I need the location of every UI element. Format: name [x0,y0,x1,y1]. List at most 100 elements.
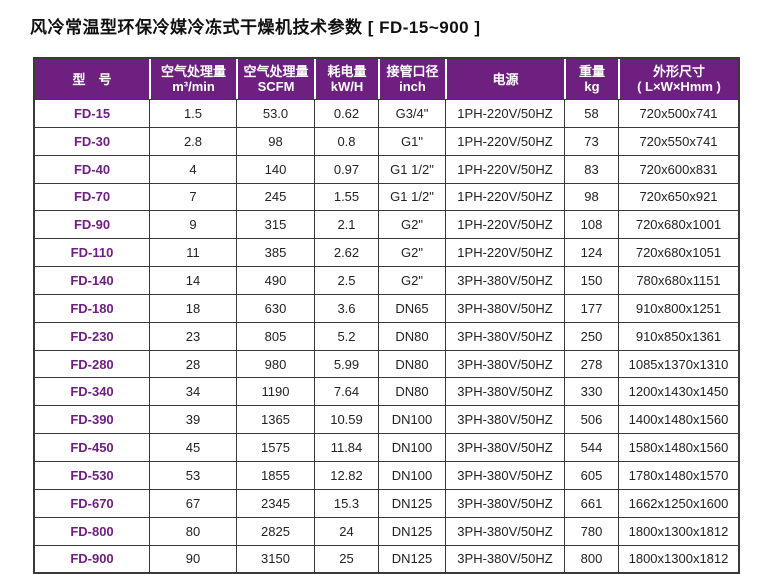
cell-supply: 3PH-380V/50HZ [445,322,564,350]
cell-airflow-m3: 80 [149,517,236,545]
cell-pipe: DN125 [378,545,445,573]
column-header-label: 外形尺寸 [652,64,705,79]
cell-model: FD-15 [73,105,111,121]
table-row: FD-230 23 805 5.2 DN80 3PH-380V/50HZ 250… [35,321,738,350]
cell-weight: 544 [564,434,618,461]
cell-pipe: DN125 [378,517,445,545]
table-row: FD-180 18 630 3.6 DN65 3PH-380V/50HZ 177… [35,293,738,322]
cell-supply: 1PH-220V/50HZ [445,155,564,183]
cell-dimensions: 1780x1480x1570 [618,461,738,489]
cell-airflow-scfm: 53.0 [236,100,314,127]
cell-dimensions: 720x500x741 [618,100,738,127]
cell-supply: 1PH-220V/50HZ [445,100,564,127]
cell-power: 7.64 [314,378,378,406]
cell-pipe: G1" [378,127,445,155]
cell-power: 24 [314,517,378,545]
cell-power: 25 [314,545,378,573]
cell-model: FD-90 [73,217,111,233]
cell-weight: 58 [564,100,618,127]
cell-model: FD-800 [70,523,114,539]
cell-airflow-m3: 23 [149,322,236,350]
cell-airflow-m3: 2.8 [149,127,236,155]
cell-supply: 1PH-220V/50HZ [445,239,564,267]
table-row: FD-280 28 980 5.99 DN80 3PH-380V/50HZ 27… [35,349,738,378]
spec-table: 型 号 空气处理量 m³/min 空气处理量 SCFM 耗电量 kW/H 接管口… [33,57,740,574]
cell-weight: 177 [564,294,618,322]
cell-airflow-scfm: 245 [236,183,314,211]
column-header-power: 耗电量 kW/H [314,59,378,99]
cell-weight: 800 [564,545,618,573]
cell-power: 5.2 [314,322,378,350]
cell-pipe: DN100 [378,461,445,489]
cell-model: FD-670 [70,495,114,511]
cell-pipe: G1 1/2" [378,183,445,211]
cell-pipe: G1 1/2" [378,155,445,183]
column-header-label: 接管口径 [386,64,439,79]
cell-pipe: G2" [378,211,445,239]
cell-pipe: DN125 [378,489,445,517]
cell-weight: 605 [564,461,618,489]
cell-power: 2.5 [314,267,378,294]
table-row: FD-530 53 1855 12.82 DN100 3PH-380V/50HZ… [35,460,738,489]
column-header-airflow-scfm: 空气处理量 SCFM [236,59,314,99]
cell-weight: 73 [564,127,618,155]
cell-pipe: DN80 [378,378,445,406]
cell-airflow-scfm: 315 [236,211,314,239]
cell-power: 0.97 [314,155,378,183]
column-header-label: 空气处理量 [160,64,226,79]
cell-dimensions: 1200x1430x1450 [618,378,738,406]
column-header-label: 型 号 [72,71,112,87]
cell-weight: 83 [564,155,618,183]
cell-dimensions: 1662x1250x1600 [618,489,738,517]
cell-power: 2.1 [314,211,378,239]
cell-dimensions: 720x650x921 [618,183,738,211]
cell-supply: 3PH-380V/50HZ [445,294,564,322]
table-row: FD-450 45 1575 11.84 DN100 3PH-380V/50HZ… [35,433,738,461]
cell-airflow-m3: 18 [149,294,236,322]
cell-weight: 330 [564,378,618,406]
cell-airflow-scfm: 3150 [236,545,314,573]
table-row: FD-800 80 2825 24 DN125 3PH-380V/50HZ 78… [35,516,738,545]
table-row: FD-110 11 385 2.62 G2" 1PH-220V/50HZ 124… [35,238,738,267]
cell-pipe: DN100 [378,406,445,434]
cell-power: 1.55 [314,183,378,211]
column-header-label: 耗电量 [327,64,367,79]
cell-pipe: G2" [378,267,445,294]
cell-weight: 780 [564,517,618,545]
cell-dimensions: 720x680x1001 [618,211,738,239]
table-row: FD-900 90 3150 25 DN125 3PH-380V/50HZ 80… [35,544,738,573]
cell-airflow-m3: 90 [149,545,236,573]
cell-power: 11.84 [314,434,378,461]
cell-pipe: DN80 [378,322,445,350]
cell-model: FD-140 [70,272,114,288]
cell-pipe: DN100 [378,434,445,461]
cell-airflow-m3: 14 [149,267,236,294]
cell-dimensions: 910x800x1251 [618,294,738,322]
cell-model: FD-390 [70,412,114,428]
page-title: 风冷常温型环保冷媒冷冻式干燥机技术参数 [ FD-15~900 ] [30,18,481,37]
cell-airflow-scfm: 1190 [236,378,314,406]
cell-power: 0.62 [314,100,378,127]
cell-weight: 108 [564,211,618,239]
cell-airflow-m3: 45 [149,434,236,461]
column-header-label: 重量 [578,64,605,79]
cell-airflow-m3: 39 [149,406,236,434]
cell-power: 5.99 [314,350,378,378]
table-body: FD-15 1.5 53.0 0.62 G3/4" 1PH-220V/50HZ … [35,99,738,573]
cell-weight: 150 [564,267,618,294]
column-header-weight: 重量 kg [564,59,618,99]
cell-model: FD-450 [70,440,114,456]
cell-dimensions: 1580x1480x1560 [618,434,738,461]
cell-supply: 3PH-380V/50HZ [445,378,564,406]
cell-airflow-m3: 67 [149,489,236,517]
column-header-unit: kW/H [330,79,364,94]
cell-weight: 250 [564,322,618,350]
cell-weight: 278 [564,350,618,378]
cell-airflow-scfm: 140 [236,155,314,183]
cell-pipe: DN80 [378,350,445,378]
table-row: FD-140 14 490 2.5 G2" 3PH-380V/50HZ 150 … [35,266,738,294]
column-header-model: 型 号 [35,59,149,99]
cell-model: FD-180 [70,300,114,316]
cell-model: FD-230 [70,328,114,344]
cell-dimensions: 910x850x1361 [618,322,738,350]
